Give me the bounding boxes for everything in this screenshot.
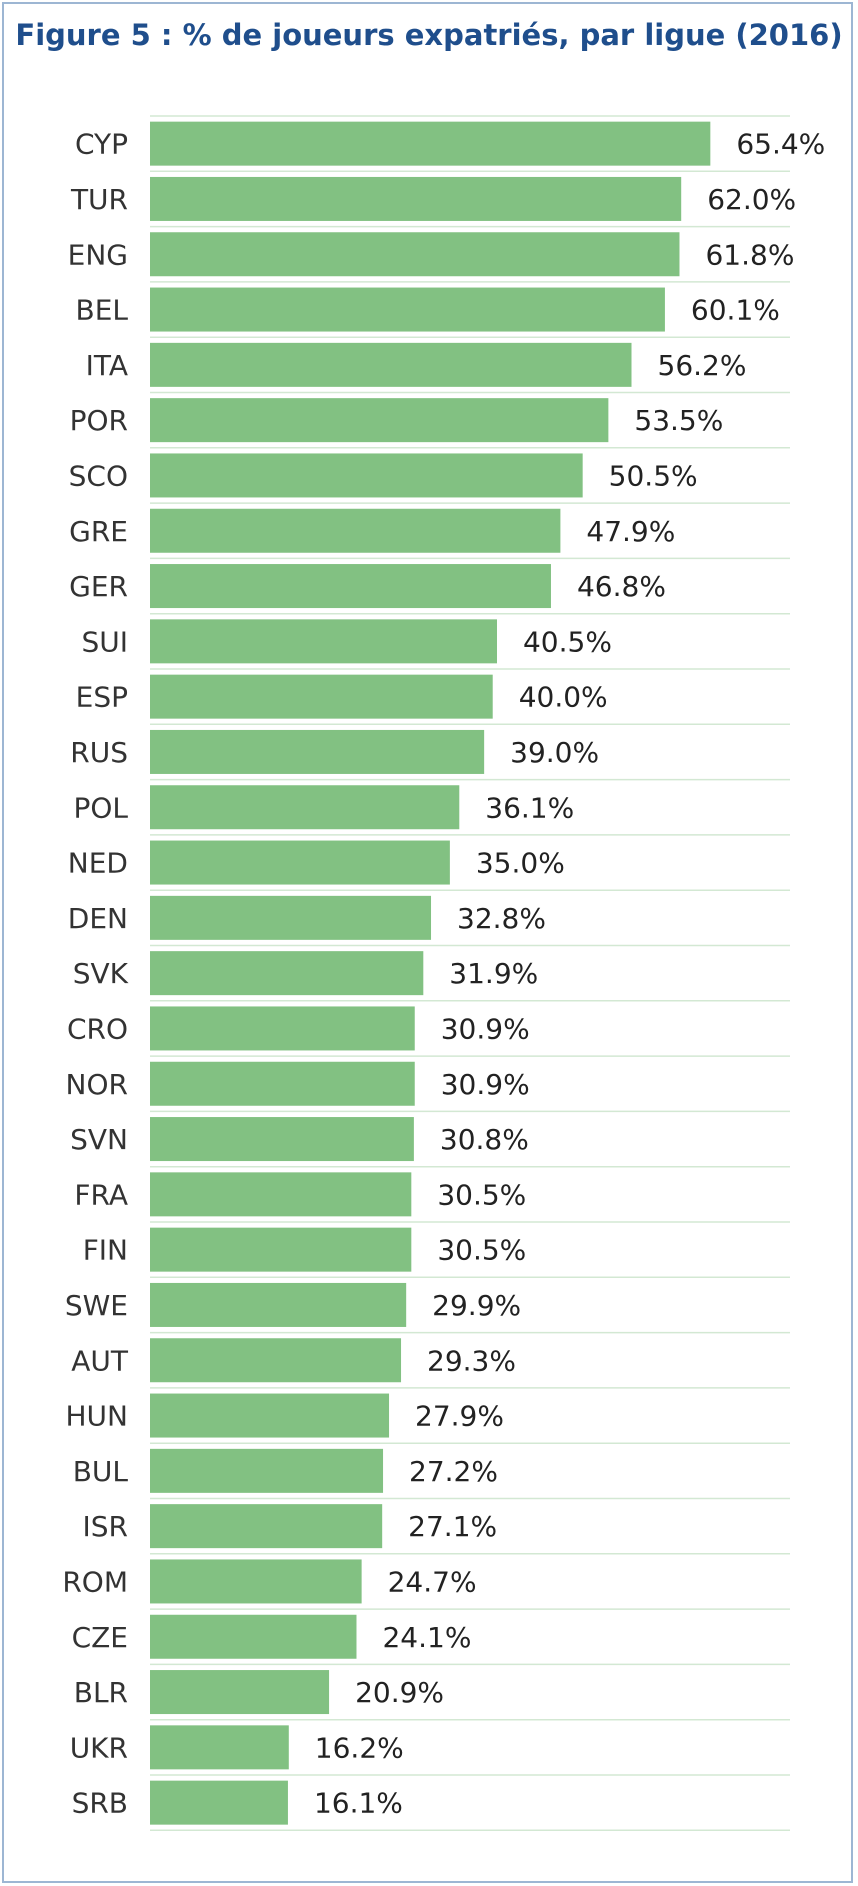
bar-cyp bbox=[150, 121, 711, 166]
bar-ukr bbox=[150, 1725, 289, 1770]
value-label: 16.2% bbox=[315, 1731, 404, 1764]
value-label: 29.3% bbox=[427, 1344, 516, 1377]
category-label: CRO bbox=[67, 1012, 128, 1045]
category-label: BEL bbox=[76, 294, 129, 327]
value-label: 30.9% bbox=[441, 1068, 530, 1101]
value-label: 47.9% bbox=[586, 515, 675, 548]
category-label: POL bbox=[73, 791, 128, 824]
value-label: 27.2% bbox=[409, 1455, 498, 1488]
bar-por bbox=[150, 398, 609, 443]
category-label: SUI bbox=[81, 625, 128, 658]
category-label: DEN bbox=[68, 902, 128, 935]
category-label: SCO bbox=[69, 459, 128, 492]
category-label: AUT bbox=[71, 1344, 129, 1377]
category-label: TUR bbox=[70, 183, 128, 216]
bar-sco bbox=[150, 453, 583, 498]
value-label: 53.5% bbox=[634, 404, 723, 437]
value-label: 60.1% bbox=[691, 294, 780, 327]
value-label: 32.8% bbox=[457, 902, 546, 935]
value-label: 16.1% bbox=[314, 1787, 403, 1820]
bar-cze bbox=[150, 1614, 357, 1659]
category-label: ROM bbox=[62, 1565, 128, 1598]
value-label: 62.0% bbox=[707, 183, 796, 216]
value-label: 61.8% bbox=[705, 238, 794, 271]
category-label: NED bbox=[68, 847, 128, 880]
category-label: NOR bbox=[66, 1068, 128, 1101]
value-label: 27.9% bbox=[415, 1400, 504, 1433]
bar-srb bbox=[150, 1780, 288, 1825]
bar-den bbox=[150, 895, 432, 940]
category-label: RUS bbox=[70, 736, 128, 769]
chart-title: Figure 5 : % de joueurs expatriés, par l… bbox=[15, 18, 843, 52]
bar-ita bbox=[150, 342, 632, 387]
category-label: SWE bbox=[65, 1289, 128, 1322]
category-label: GRE bbox=[69, 515, 128, 548]
bar-svk bbox=[150, 951, 424, 996]
category-label: UKR bbox=[70, 1731, 128, 1764]
value-label: 30.8% bbox=[440, 1123, 529, 1156]
bar-tur bbox=[150, 176, 682, 221]
bar-gre bbox=[150, 508, 561, 553]
category-label: SRB bbox=[72, 1787, 128, 1820]
category-label: GER bbox=[69, 570, 128, 603]
value-label: 65.4% bbox=[736, 128, 825, 161]
value-label: 56.2% bbox=[658, 349, 747, 382]
category-label: SVN bbox=[70, 1123, 128, 1156]
bar-swe bbox=[150, 1282, 407, 1327]
bar-blr bbox=[150, 1670, 330, 1715]
value-label: 29.9% bbox=[432, 1289, 521, 1322]
bar-cro bbox=[150, 1006, 415, 1051]
value-label: 31.9% bbox=[449, 957, 538, 990]
value-label: 46.8% bbox=[577, 570, 666, 603]
category-label: POR bbox=[70, 404, 128, 437]
value-label: 30.5% bbox=[437, 1234, 526, 1267]
bar-fin bbox=[150, 1227, 412, 1272]
bar-ger bbox=[150, 564, 551, 609]
category-label: BUL bbox=[73, 1455, 129, 1488]
category-label: HUN bbox=[66, 1400, 129, 1433]
bar-esp bbox=[150, 674, 493, 719]
value-label: 30.9% bbox=[441, 1012, 530, 1045]
value-label: 39.0% bbox=[510, 736, 599, 769]
bar-isr bbox=[150, 1504, 383, 1549]
bar-rom bbox=[150, 1559, 362, 1604]
value-label: 36.1% bbox=[485, 791, 574, 824]
category-label: ITA bbox=[86, 349, 128, 382]
value-label: 24.7% bbox=[388, 1565, 477, 1598]
category-label: BLR bbox=[74, 1676, 128, 1709]
value-label: 27.1% bbox=[408, 1510, 497, 1543]
bar-rus bbox=[150, 729, 485, 774]
value-label: 50.5% bbox=[609, 459, 698, 492]
bar-nor bbox=[150, 1061, 415, 1106]
value-label: 24.1% bbox=[382, 1621, 471, 1654]
category-label: CYP bbox=[75, 128, 128, 161]
category-label: CZE bbox=[72, 1621, 128, 1654]
value-label: 40.0% bbox=[519, 681, 608, 714]
value-label: 30.5% bbox=[437, 1178, 526, 1211]
bar-pol bbox=[150, 785, 460, 830]
value-label: 35.0% bbox=[476, 847, 565, 880]
bar-hun bbox=[150, 1393, 390, 1438]
category-label: ESP bbox=[76, 681, 128, 714]
value-label: 40.5% bbox=[523, 625, 612, 658]
category-label: SVK bbox=[73, 957, 129, 990]
bar-aut bbox=[150, 1338, 402, 1383]
bar-ned bbox=[150, 840, 450, 885]
category-label: FIN bbox=[83, 1234, 128, 1267]
bar-sui bbox=[150, 619, 497, 664]
bar-eng bbox=[150, 232, 680, 277]
bar-bel bbox=[150, 287, 665, 332]
bar-fra bbox=[150, 1172, 412, 1217]
value-label: 20.9% bbox=[355, 1676, 444, 1709]
bar-svn bbox=[150, 1117, 414, 1162]
category-label: FRA bbox=[74, 1178, 128, 1211]
category-label: ENG bbox=[68, 238, 128, 271]
bar-bul bbox=[150, 1448, 384, 1493]
category-label: ISR bbox=[83, 1510, 129, 1543]
